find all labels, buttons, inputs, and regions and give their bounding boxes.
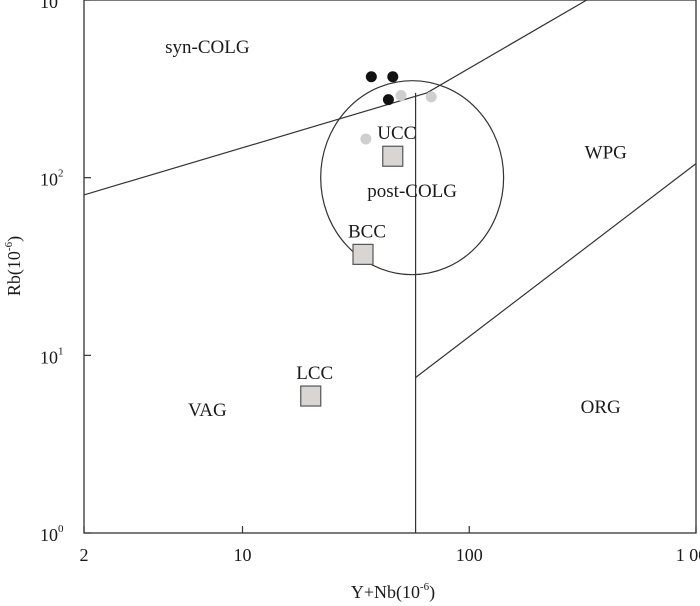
data-point <box>395 90 407 102</box>
reference-label: UCC <box>377 123 416 144</box>
boundary-line <box>415 163 697 378</box>
reference-marker <box>300 385 322 407</box>
post-colg-ellipse <box>320 80 505 276</box>
y-axis-title: Rb(10-6) <box>3 236 25 296</box>
field-label: VAG <box>188 400 227 421</box>
y-tick-label: 103 <box>40 0 64 12</box>
data-point <box>382 94 394 106</box>
x-tick-label: 100 <box>456 545 483 565</box>
y-tick-label: 101 <box>40 345 64 367</box>
x-tick-label: 2 <box>80 545 89 565</box>
reference-marker <box>352 243 374 265</box>
x-tick-label: 10 <box>233 545 251 565</box>
y-tick-label: 100 <box>40 523 64 545</box>
plot-frame <box>83 0 697 534</box>
x-tick-label: 1 000 <box>676 545 700 565</box>
boundary-line <box>83 0 588 196</box>
field-label: syn-COLG <box>165 37 250 58</box>
labels: UCC BCC LCC syn-COLG WPG VAG ORG post-COLG <box>165 37 627 421</box>
field-label: ORG <box>581 397 621 418</box>
reference-marker <box>382 145 404 167</box>
data-point <box>365 71 377 83</box>
data-points <box>300 71 437 407</box>
y-tick-label: 102 <box>40 168 64 190</box>
data-point <box>360 133 372 145</box>
field-label: post-COLG <box>367 181 457 202</box>
axes: 2 10 100 1 000 100 101 102 103 Y+Nb(10-6) Rb(10-6… <box>3 0 700 603</box>
field-label: WPG <box>585 143 628 164</box>
x-axis-title: Y+Nb(10-6) <box>351 581 435 603</box>
reference-label: LCC <box>296 363 333 384</box>
reference-label: BCC <box>348 221 386 242</box>
field-boundaries <box>83 0 697 533</box>
data-point <box>387 71 399 83</box>
data-point <box>425 91 437 103</box>
